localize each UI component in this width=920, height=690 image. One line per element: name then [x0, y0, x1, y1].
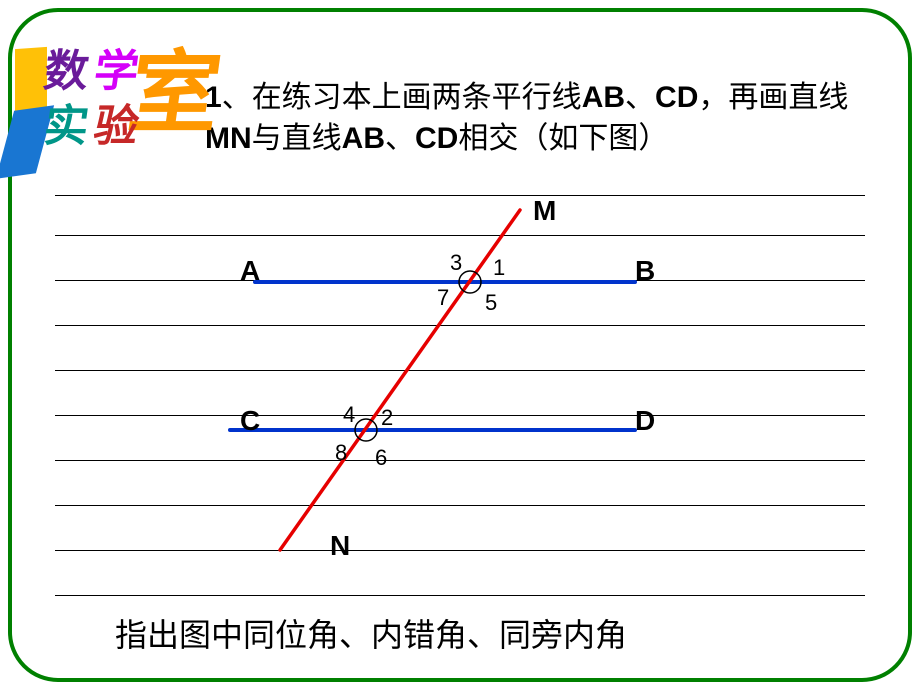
line-MN [280, 210, 520, 550]
angle-label-8: 8 [335, 440, 347, 466]
angle-label-2: 2 [381, 405, 393, 431]
point-label-B: B [635, 255, 655, 287]
angle-label-4: 4 [343, 402, 355, 428]
point-label-N: N [330, 530, 350, 562]
angle-label-7: 7 [437, 285, 449, 311]
problem-statement: 1、在练习本上画两条平行线AB、CD，再画直线MN与直线AB、CD相交（如下图） [205, 78, 885, 159]
logo-char-shi2: 实 [41, 90, 94, 154]
angle-label-5: 5 [485, 290, 497, 316]
point-label-A: A [240, 255, 260, 287]
point-label-C: C [240, 405, 260, 437]
bottom-instruction: 指出图中同位角、内错角、同旁内角 [115, 610, 627, 656]
logo-char-shi-big: 室 [122, 20, 230, 150]
angle-label-6: 6 [375, 445, 387, 471]
logo-block: 数 学 室 实 验 [5, 30, 200, 170]
logo-char-yan: 验 [91, 90, 144, 154]
point-label-M: M [533, 195, 556, 227]
angle-label-3: 3 [450, 250, 462, 276]
point-label-D: D [635, 405, 655, 437]
angle-label-1: 1 [493, 255, 505, 281]
geometry-diagram [55, 180, 865, 600]
